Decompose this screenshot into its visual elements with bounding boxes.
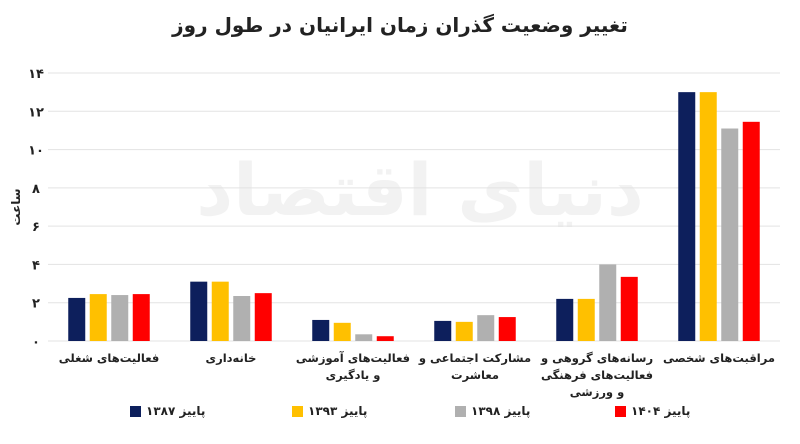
bar [498, 317, 516, 341]
bar [211, 281, 229, 341]
x-tick-label: مراقبت‌های شخصی [662, 351, 775, 365]
legend-swatch [130, 405, 141, 417]
legend-item: پاییز ۱۳۹۸ [455, 404, 530, 418]
bar [132, 294, 150, 341]
x-tick-label: رسانه‌های گروهی و فعالیت‌های فرهنگی و ور… [540, 351, 654, 399]
y-tick-label: ۸ [32, 182, 40, 197]
bar [599, 264, 617, 341]
bar [678, 92, 696, 342]
x-tick-label: فعالیت‌های آموزشی و یادگیری [295, 351, 411, 382]
bar [620, 276, 638, 341]
legend-swatch [615, 405, 626, 417]
bar [312, 319, 330, 341]
bar [742, 121, 760, 341]
legend-label: پاییز ۱۳۸۷ [146, 404, 206, 418]
y-tick-label: ۴ [32, 258, 40, 273]
y-tick-label: ۲ [32, 297, 40, 312]
bar [376, 336, 394, 341]
legend-item: پاییز ۱۳۸۷ [130, 404, 205, 418]
bar [89, 294, 107, 341]
y-tick-label: ۶ [32, 220, 40, 235]
watermark: دنیای اقتصاد [196, 148, 644, 232]
x-tick-label: خانه‌داری [205, 351, 257, 365]
legend-item: پاییز ۱۳۹۳ [292, 404, 367, 418]
bar [68, 297, 86, 341]
bar [556, 298, 574, 341]
bar [355, 334, 373, 341]
x-tick-label: مشارکت اجتماعی و معاشرت [418, 351, 532, 382]
x-tick-label: فعالیت‌های شغلی [58, 351, 160, 365]
y-tick-label: ۱۴ [28, 67, 44, 82]
bar [111, 295, 129, 341]
legend-swatch [292, 405, 303, 417]
legend-item: پاییز ۱۴۰۴ [615, 404, 690, 418]
bar [434, 320, 452, 341]
legend-label: پاییز ۱۴۰۴ [631, 404, 691, 418]
bar [333, 322, 351, 341]
y-tick-label: ۱۰ [28, 144, 44, 159]
chart-title: تغییر وضعیت گذران زمان ایرانیان در طول ر… [171, 13, 628, 37]
y-tick-label: ۰ [32, 335, 40, 350]
legend-swatch [455, 405, 466, 417]
bar [699, 92, 717, 342]
bar [455, 321, 473, 341]
legend-label: پاییز ۱۳۹۳ [308, 404, 368, 418]
bar [477, 315, 495, 341]
bar [577, 298, 595, 341]
bar [721, 128, 739, 341]
bar [254, 293, 272, 341]
legend-label: پاییز ۱۳۹۸ [471, 404, 531, 418]
bar [190, 281, 208, 341]
y-tick-label: ۱۲ [28, 105, 44, 120]
bar [233, 296, 251, 341]
y-axis-label: ساعت [9, 188, 23, 225]
